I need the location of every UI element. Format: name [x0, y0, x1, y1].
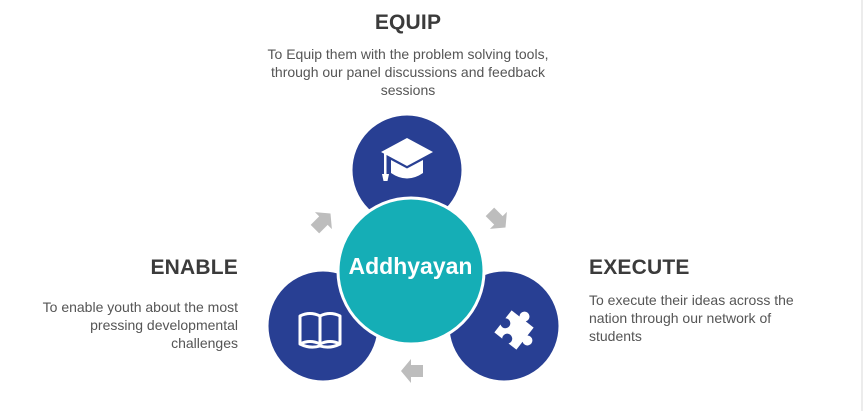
graduation-cap-icon: [381, 138, 433, 181]
enable-description: To enable youth about the most pressing …: [42, 299, 238, 351]
arrow-equip-to-execute: [485, 207, 507, 229]
execute-heading: EXECUTE: [589, 256, 690, 279]
page-edge-divider: [861, 0, 863, 411]
execute-description: To execute their ideas across the nation…: [589, 292, 794, 344]
equip-description: To Equip them with the problem solving t…: [267, 46, 549, 98]
arrow-enable-to-equip: [310, 212, 332, 234]
center-circle: [336, 196, 486, 346]
center-label: Addhyayan: [348, 253, 473, 279]
arrow-execute-to-enable: [401, 359, 423, 383]
open-book-icon: [298, 312, 342, 349]
puzzle-piece-icon: [494, 310, 534, 350]
equip-heading: EQUIP: [374, 11, 442, 34]
enable-heading: ENABLE: [150, 256, 238, 279]
